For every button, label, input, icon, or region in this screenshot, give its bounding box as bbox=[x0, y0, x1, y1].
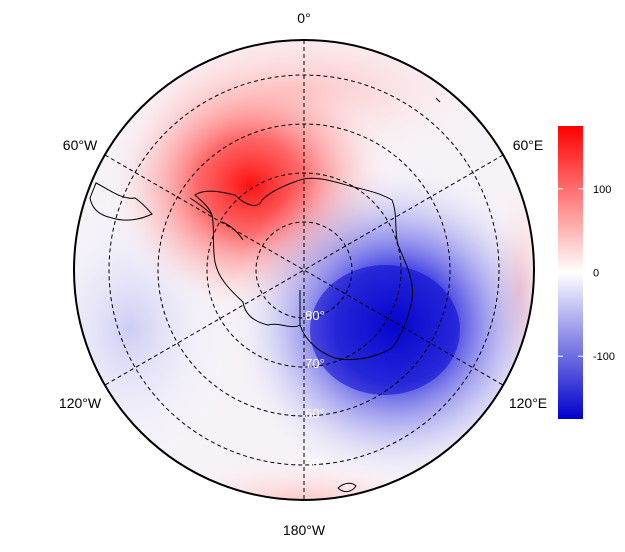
colorbar: 100 0 -100 bbox=[558, 126, 615, 419]
lon-label-120e: 120°E bbox=[509, 395, 547, 411]
lat-label-80: 80° bbox=[305, 308, 325, 323]
south-america-coastline bbox=[89, 182, 153, 221]
africa-tip bbox=[435, 97, 441, 103]
antarctica-coastline bbox=[194, 177, 414, 361]
lat-label-60: 60° bbox=[305, 406, 325, 421]
lon-label-0: 0° bbox=[297, 10, 310, 26]
map-boundary bbox=[73, 39, 535, 501]
new-zealand bbox=[337, 482, 357, 493]
lon-label-60e: 60°E bbox=[513, 137, 544, 153]
lat-label-50: 50° bbox=[305, 456, 325, 471]
lon-label-180w: 180°W bbox=[283, 522, 326, 538]
colorbar-tick-label: -100 bbox=[593, 351, 615, 363]
colorbar-tick-label: 100 bbox=[593, 184, 611, 196]
anomaly-field bbox=[74, 40, 534, 500]
colorbar-ticks: 100 0 -100 bbox=[558, 184, 615, 363]
lon-label-60w: 60°W bbox=[63, 137, 98, 153]
lon-label-120w: 120°W bbox=[59, 395, 102, 411]
lat-label-70: 70° bbox=[305, 356, 325, 371]
negative-core bbox=[310, 265, 460, 395]
colorbar-tick-label: 0 bbox=[593, 268, 599, 280]
